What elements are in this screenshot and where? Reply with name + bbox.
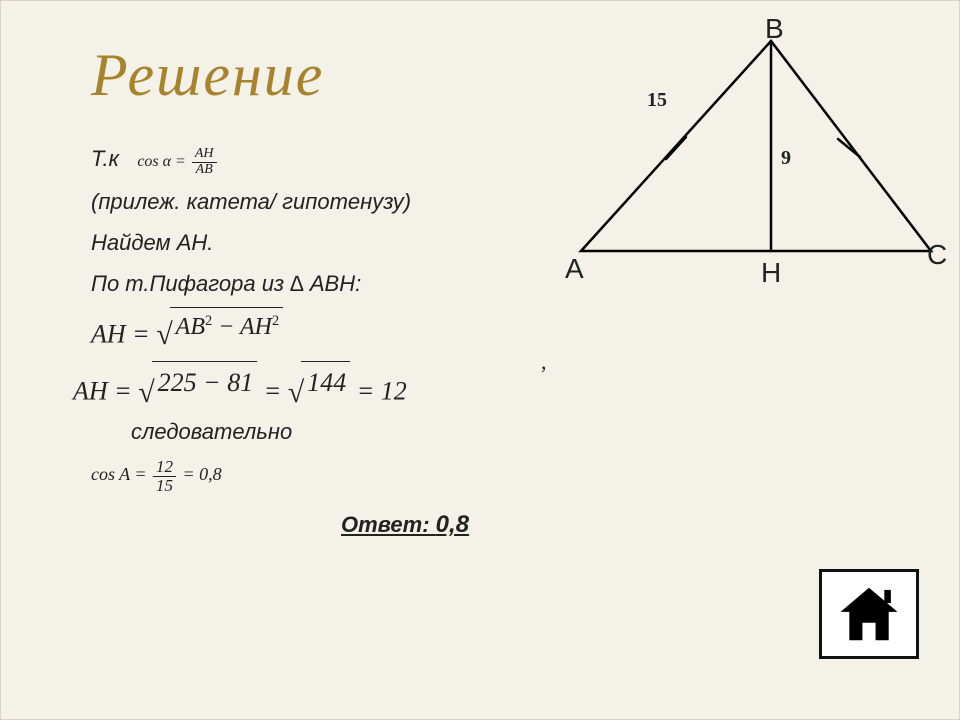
- triangle-path: [581, 41, 931, 251]
- cosA-den: 15: [153, 477, 176, 495]
- slide-title: Решение: [91, 41, 324, 110]
- line-conseq: следовательно: [91, 414, 591, 449]
- eq1-sqrt: √ AB2 − AH2: [156, 307, 283, 346]
- triangle-diagram: B A C H 15 9: [561, 31, 941, 301]
- line-tk: Т.к cos α = AH AB: [91, 141, 591, 178]
- line-find-ah: Найдем AH.: [91, 225, 591, 260]
- cos-den: AB: [192, 163, 217, 178]
- cosA-num: 12: [153, 458, 176, 477]
- vertex-c: C: [927, 239, 947, 271]
- eq2-sqrt1: √ 225 − 81: [138, 361, 257, 404]
- slide: Решение Т.к cos α = AH AB (прилеж. катет…: [0, 0, 960, 720]
- eq1: AH = √ AB2 − AH2: [91, 307, 591, 355]
- cos-lhs: cos α =: [137, 153, 186, 170]
- eq1-radicand: AB2 − AH2: [170, 307, 284, 346]
- answer-label: Ответ:: [341, 512, 430, 537]
- line-pyth: По т.Пифагора из ∆ ABH:: [91, 266, 591, 301]
- triangle-svg: [561, 31, 941, 301]
- vertex-b: B: [765, 13, 784, 45]
- vertex-h: H: [761, 257, 781, 289]
- line-ratio-note: (прилеж. катета/ гипотенузу): [91, 184, 591, 219]
- solution-body: Т.к cos α = AH AB (прилеж. катета/ гипот…: [91, 141, 591, 501]
- eq2-tail: = 12: [357, 377, 407, 406]
- eq2-sqrt2: √ 144: [288, 361, 350, 404]
- vertex-a: A: [565, 253, 584, 285]
- cosA-expr: cos A = 12 15 = 0,8: [91, 464, 222, 484]
- radical-icon: √: [138, 379, 154, 406]
- tick-ab: [666, 137, 686, 159]
- cos-frac: AH AB: [190, 147, 219, 177]
- floating-comma: ,: [541, 349, 547, 375]
- answer-line: Ответ: 0,8: [341, 511, 469, 539]
- answer-value: 0,8: [436, 511, 469, 538]
- cos-def: cos α = AH AB: [137, 153, 218, 170]
- eq2-rad2: 144: [301, 361, 350, 404]
- cosA-rhs: = 0,8: [183, 464, 222, 484]
- home-button[interactable]: [819, 569, 919, 659]
- cosA: cos A = 12 15 = 0,8: [91, 455, 591, 494]
- edge-label-bh: 9: [781, 147, 791, 170]
- eq2-lhs: AH =: [73, 377, 132, 406]
- cosA-frac: 12 15: [151, 458, 178, 495]
- cosA-lhs: cos A =: [91, 464, 147, 484]
- home-icon: [834, 579, 904, 649]
- tk-text: Т.к: [91, 146, 119, 171]
- radical-icon: √: [156, 321, 172, 348]
- eq2-eq: =: [264, 377, 282, 406]
- eq2-rad1: 225 − 81: [152, 361, 258, 404]
- eq1-lhs: AH =: [91, 319, 150, 348]
- cos-num: AH: [192, 147, 217, 163]
- edge-label-ab: 15: [647, 89, 667, 112]
- eq2: AH = √ 225 − 81 = √ 144 = 12: [73, 361, 591, 412]
- radical-icon: √: [288, 379, 304, 406]
